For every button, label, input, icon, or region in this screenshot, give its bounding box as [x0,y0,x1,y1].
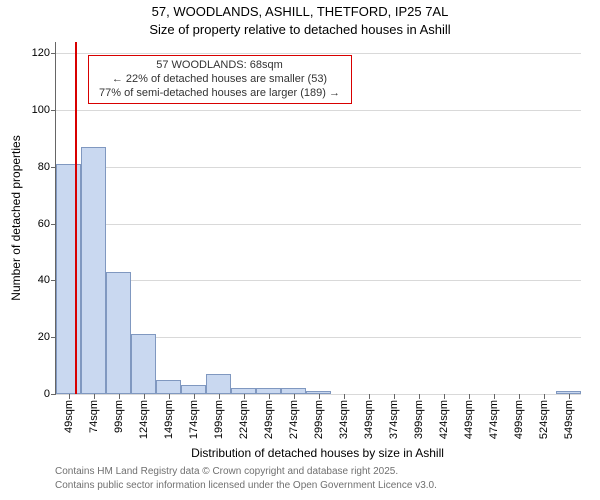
ytick-label: 120 [32,47,56,59]
xtick-mark [419,394,420,399]
ytick-label: 40 [38,274,56,286]
xtick-label: 399sqm [413,400,425,439]
gridline [56,224,581,225]
xtick-label: 524sqm [538,400,550,439]
xtick-mark [144,394,145,399]
xtick-mark [244,394,245,399]
xtick-mark [469,394,470,399]
xtick-mark [494,394,495,399]
xtick-mark [444,394,445,399]
xtick-mark [344,394,345,399]
plot-area: 02040608010012049sqm74sqm99sqm124sqm149s… [55,42,581,395]
xtick-label: 299sqm [313,400,325,439]
chart-title-line1: 57, WOODLANDS, ASHILL, THETFORD, IP25 7A… [0,4,600,19]
bar [181,385,206,394]
ytick-label: 100 [32,104,56,116]
xtick-mark [219,394,220,399]
bar [556,391,581,394]
xtick-label: 549sqm [563,400,575,439]
xtick-label: 224sqm [238,400,250,439]
bar [156,380,181,394]
x-axis-label: Distribution of detached houses by size … [191,446,444,460]
xtick-label: 424sqm [438,400,450,439]
annotation-line-3: 77% of semi-detached houses are larger (… [95,87,345,101]
xtick-label: 449sqm [463,400,475,439]
xtick-mark [294,394,295,399]
xtick-mark [69,394,70,399]
xtick-label: 349sqm [363,400,375,439]
xtick-label: 274sqm [288,400,300,439]
gridline [56,280,581,281]
xtick-label: 499sqm [513,400,525,439]
xtick-label: 49sqm [63,400,75,433]
xtick-mark [169,394,170,399]
xtick-label: 324sqm [338,400,350,439]
xtick-mark [119,394,120,399]
bar [256,388,281,394]
xtick-mark [544,394,545,399]
chart-container: 57, WOODLANDS, ASHILL, THETFORD, IP25 7A… [0,0,600,500]
xtick-mark [194,394,195,399]
bar [306,391,331,394]
xtick-mark [519,394,520,399]
xtick-label: 199sqm [213,400,225,439]
xtick-mark [269,394,270,399]
reference-line [75,42,77,394]
ytick-label: 60 [38,218,56,230]
annotation-line-2: ← 22% of detached houses are smaller (53… [95,73,345,87]
xtick-mark [369,394,370,399]
xtick-label: 149sqm [163,400,175,439]
xtick-mark [319,394,320,399]
xtick-label: 99sqm [113,400,125,433]
bar [281,388,306,394]
chart-title-line2: Size of property relative to detached ho… [0,22,600,37]
bar [81,147,106,394]
gridline [56,167,581,168]
annotation-box: 57 WOODLANDS: 68sqm← 22% of detached hou… [88,55,352,104]
xtick-label: 174sqm [188,400,200,439]
xtick-mark [394,394,395,399]
xtick-mark [94,394,95,399]
annotation-line-1: 57 WOODLANDS: 68sqm [95,59,345,73]
bar [206,374,231,394]
xtick-label: 374sqm [388,400,400,439]
footer-line-2: Contains public sector information licen… [55,480,437,491]
footer-line-1: Contains HM Land Registry data © Crown c… [55,466,398,477]
xtick-label: 249sqm [263,400,275,439]
ytick-label: 20 [38,331,56,343]
gridline [56,110,581,111]
xtick-label: 124sqm [138,400,150,439]
ytick-label: 80 [38,161,56,173]
xtick-label: 474sqm [488,400,500,439]
bar [106,272,131,394]
xtick-mark [569,394,570,399]
xtick-label: 74sqm [88,400,100,433]
bar [231,388,256,394]
ytick-label: 0 [44,388,56,400]
bar [131,334,156,394]
y-axis-label: Number of detached properties [9,135,23,300]
